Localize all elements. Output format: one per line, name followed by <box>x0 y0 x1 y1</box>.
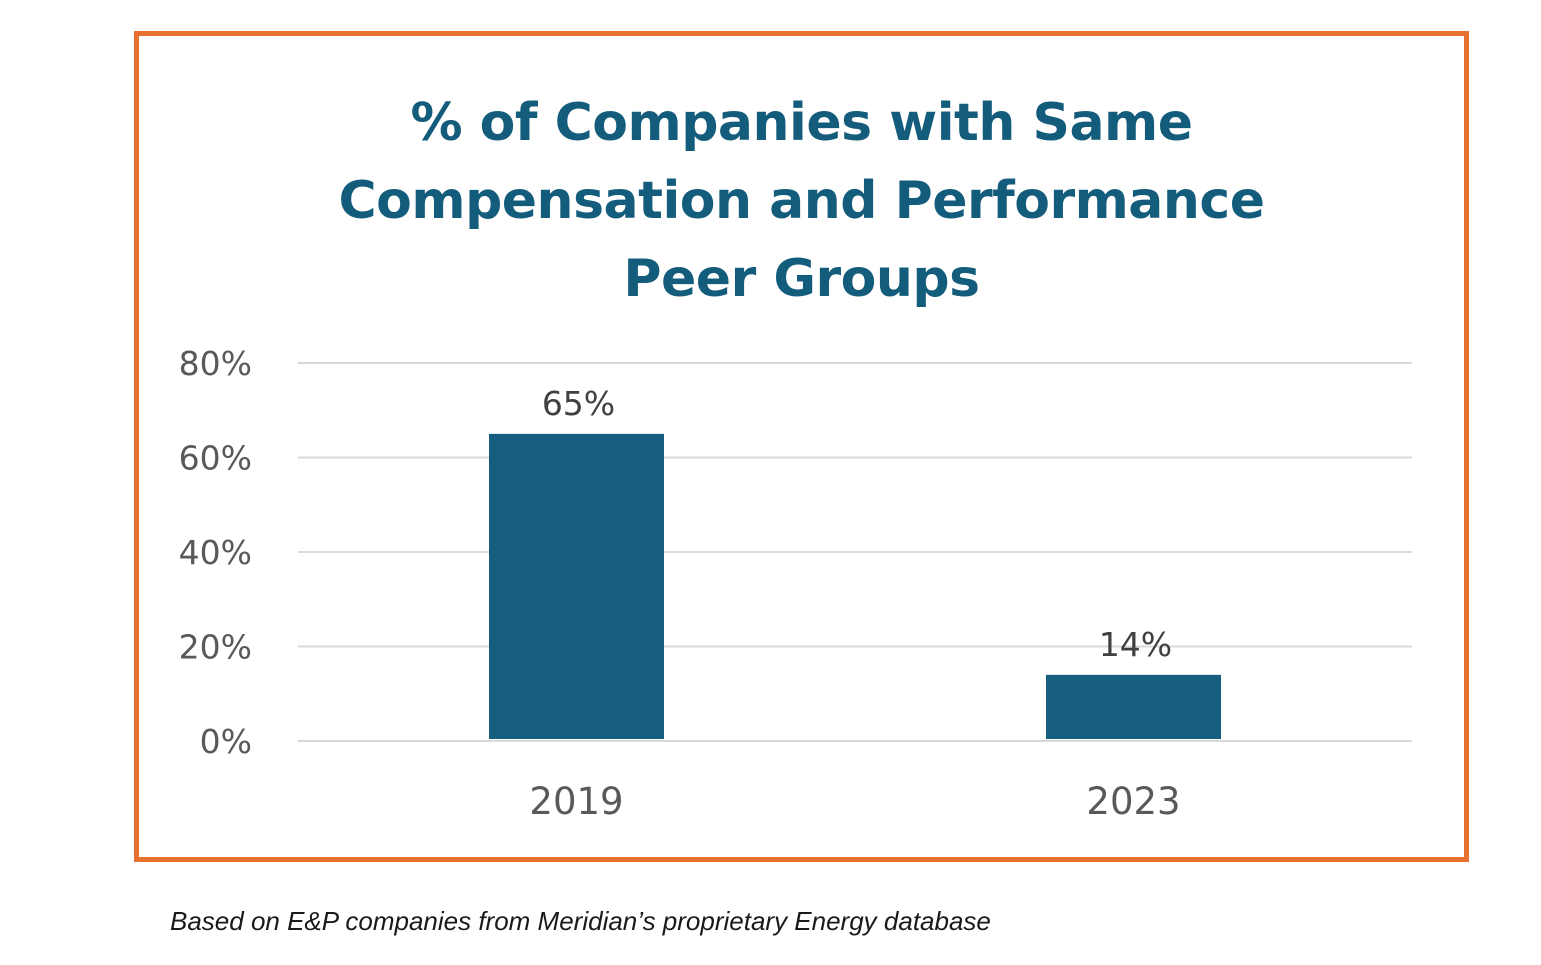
y-tick-label: 80% <box>179 344 252 383</box>
y-tick-label: 0% <box>200 722 252 761</box>
chart-title: % of Companies with Same Compensation an… <box>139 84 1464 318</box>
chart-title-line-2: Compensation and Performance <box>338 171 1266 231</box>
x-tick-label: 2019 <box>529 780 623 823</box>
chart-frame: % of Companies with Same Compensation an… <box>134 31 1469 862</box>
x-tick-label: 2023 <box>1086 780 1180 823</box>
source-caption: Based on E&P companies from Meridian’s p… <box>170 906 991 936</box>
data-label: 14% <box>1099 625 1172 664</box>
chart-title-line-3: Peer Groups <box>623 249 980 309</box>
y-tick-label: 40% <box>179 533 252 572</box>
bar <box>1046 674 1221 739</box>
chart-title-line-1: % of Companies with Same <box>410 93 1193 153</box>
data-label: 65% <box>542 384 615 423</box>
y-tick-label: 20% <box>179 628 252 667</box>
bar <box>489 433 664 739</box>
y-tick-label: 60% <box>179 439 252 478</box>
